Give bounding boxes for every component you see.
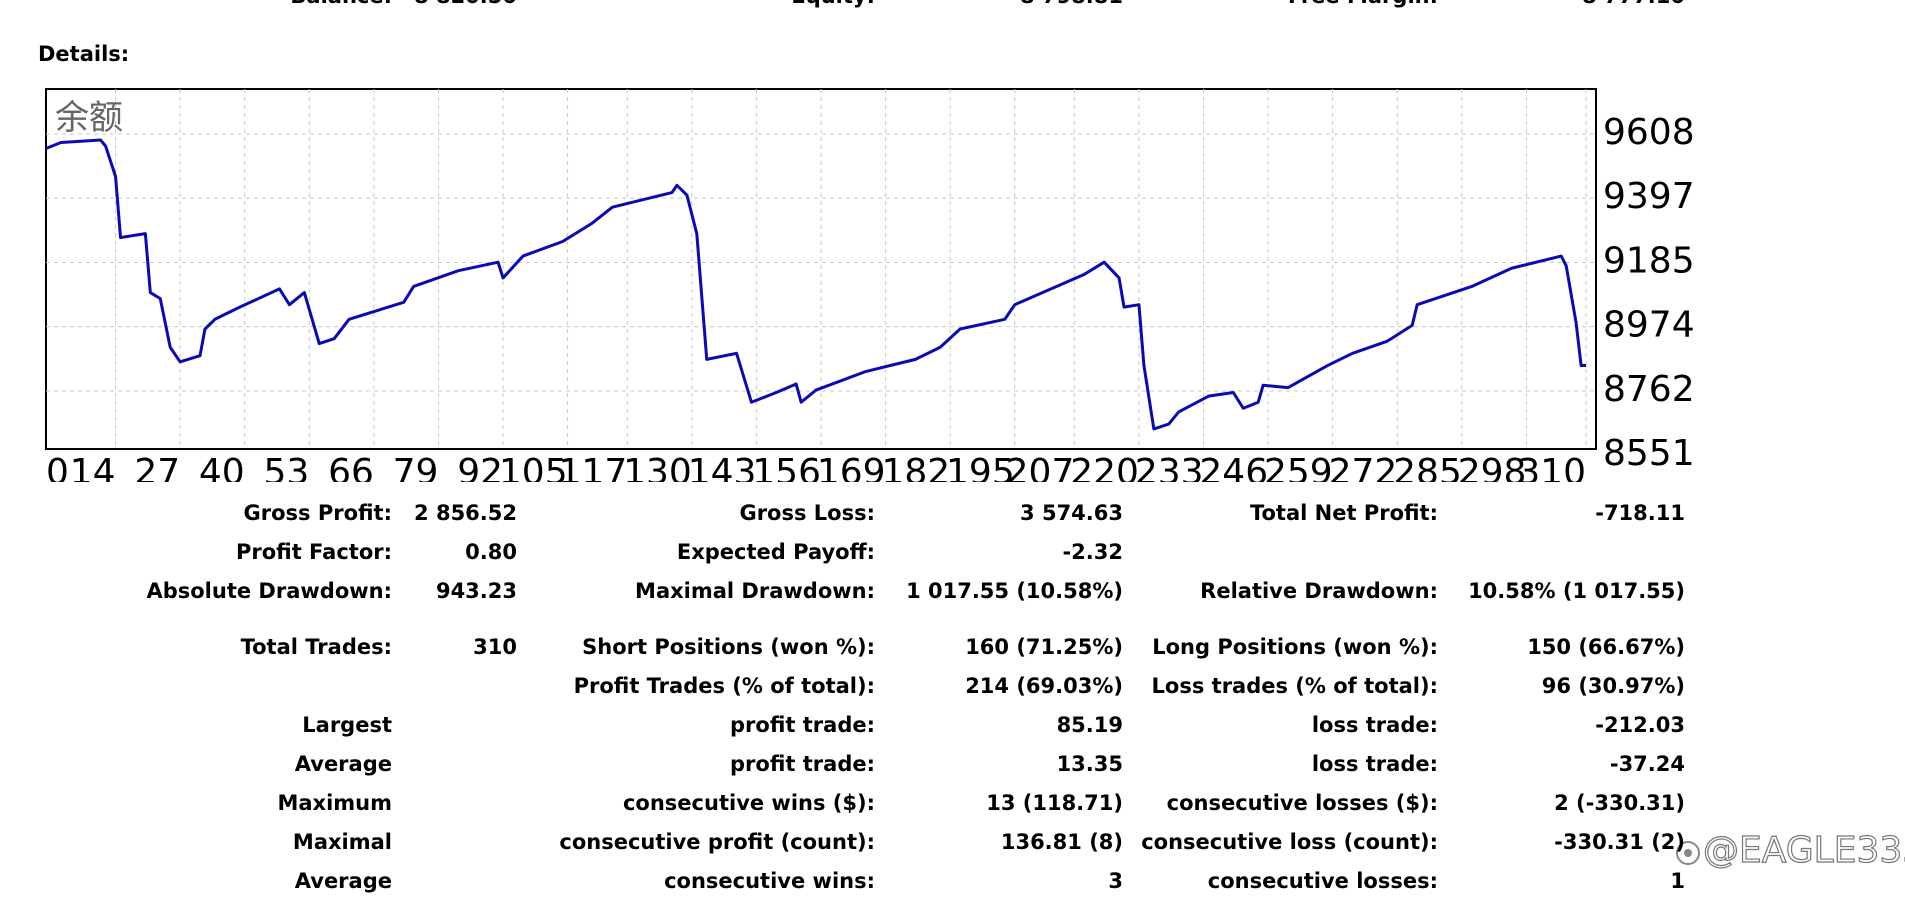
header-value: 8 820.50 [414, 0, 517, 8]
stat-value: 214 (69.03%) [965, 674, 1123, 698]
stat-value: 150 (66.67%) [1527, 635, 1685, 659]
stat-label: consecutive wins: [664, 869, 875, 893]
header-label: Equity: [791, 0, 875, 8]
stat-label: Gross Profit: [243, 501, 392, 525]
x-tick-label: 195 [946, 452, 1015, 493]
x-tick-label: 66 [328, 452, 374, 493]
y-tick-label: 8974 [1603, 305, 1695, 346]
stat-value: 160 (71.25%) [965, 635, 1123, 659]
stat-value: 85.19 [1057, 713, 1123, 737]
stat-label: loss trade: [1312, 752, 1438, 776]
stat-label: loss trade: [1312, 713, 1438, 737]
header-label: Free Margin: [1288, 0, 1438, 8]
stat-value: 13 (118.71) [986, 791, 1123, 815]
stat-value: 13.35 [1057, 752, 1123, 776]
stat-label: Profit Trades (% of total): [574, 674, 875, 698]
stat-label: Loss trades (% of total): [1152, 674, 1438, 698]
y-tick-label: 9185 [1603, 240, 1695, 281]
stat-value: 10.58% (1 017.55) [1468, 579, 1685, 603]
x-tick-label: 92 [457, 452, 503, 493]
stat-label: Absolute Drawdown: [146, 579, 392, 603]
stat-value: 1 [1670, 869, 1685, 893]
x-tick-label: 285 [1393, 452, 1462, 493]
x-tick-label: 207 [1006, 452, 1075, 493]
stat-label: profit trade: [730, 752, 875, 776]
stat-value: 2 (-330.31) [1554, 791, 1685, 815]
stat-label: Total Net Profit: [1250, 501, 1438, 525]
header-value: 8 798.81 [1020, 0, 1123, 8]
stat-value: -2.32 [1062, 540, 1123, 564]
stat-label: consecutive loss (count): [1141, 830, 1438, 854]
stat-label: consecutive wins ($): [623, 791, 875, 815]
balance-line [45, 138, 1587, 431]
stat-label: consecutive losses ($): [1167, 791, 1438, 815]
x-tick-label: 220 [1070, 452, 1139, 493]
stat-label: Total Trades: [241, 635, 392, 659]
stat-value: 96 (30.97%) [1542, 674, 1685, 698]
x-tick-label: 246 [1199, 452, 1268, 493]
stat-label: Average [295, 752, 392, 776]
stat-label: Long Positions (won %): [1152, 635, 1438, 659]
y-tick-label: 8551 [1603, 433, 1695, 474]
chart-label: 余额 [55, 98, 123, 138]
x-tick-label: 105 [499, 452, 568, 493]
x-tick-label: 79 [393, 452, 439, 493]
stat-value: -718.11 [1595, 501, 1685, 525]
stat-value: 3 [1108, 869, 1123, 893]
stat-value: 943.23 [436, 579, 517, 603]
stat-value: 1 017.55 (10.58%) [906, 579, 1123, 603]
x-tick-label: 27 [134, 452, 180, 493]
x-tick-label: 130 [623, 452, 692, 493]
stat-label: Maximal Drawdown: [635, 579, 875, 603]
y-tick-label: 9608 [1603, 112, 1695, 153]
x-tick-label: 169 [817, 452, 886, 493]
stat-label: Gross Loss: [739, 501, 875, 525]
stat-value: 3 574.63 [1020, 501, 1123, 525]
stat-label: consecutive losses: [1208, 869, 1438, 893]
stat-value: 310 [473, 635, 517, 659]
header-label: Balance: [290, 0, 392, 8]
x-tick-label: 40 [199, 452, 245, 493]
stat-label: Largest [302, 713, 392, 737]
x-tick-label: 259 [1264, 452, 1333, 493]
stat-value: 0.80 [465, 540, 517, 564]
x-tick-label: 117 [559, 452, 628, 493]
stat-value: -37.24 [1610, 752, 1685, 776]
stat-label: Profit Factor: [236, 540, 392, 564]
watermark: @EAGLE333 [1703, 830, 1905, 871]
x-tick-label: 233 [1135, 452, 1204, 493]
stat-label: consecutive profit (count): [559, 830, 875, 854]
stat-value: 136.81 (8) [1001, 830, 1123, 854]
x-tick-label: 14 [70, 452, 116, 493]
stat-value: -330.31 (2) [1554, 830, 1685, 854]
x-tick-label: 156 [752, 452, 821, 493]
x-tick-label: 0 [46, 452, 69, 493]
stat-value: 2 856.52 [414, 501, 517, 525]
header-value: 8 777.10 [1582, 0, 1685, 8]
x-tick-label: 143 [688, 452, 757, 493]
stat-label: Average [295, 869, 392, 893]
stat-label: profit trade: [730, 713, 875, 737]
x-tick-label: 53 [263, 452, 309, 493]
stat-label: Relative Drawdown: [1200, 579, 1438, 603]
stat-label: Short Positions (won %): [582, 635, 875, 659]
x-tick-label: 310 [1517, 452, 1586, 493]
stat-value: -212.03 [1595, 713, 1685, 737]
watermark-icon [1676, 841, 1700, 865]
y-tick-label: 9397 [1603, 176, 1695, 217]
stat-label: Maximum [277, 791, 392, 815]
stat-label: Maximal [293, 830, 392, 854]
stat-label: Expected Payoff: [677, 540, 875, 564]
x-tick-label: 182 [881, 452, 950, 493]
details-label: Details: [38, 42, 129, 66]
chart: 0 14 27 40 53 66 79 921051171301431561691821952… [45, 89, 1596, 493]
x-tick-label: 272 [1329, 452, 1398, 493]
y-tick-label: 8762 [1603, 369, 1695, 410]
x-tick-label: 298 [1458, 452, 1527, 493]
